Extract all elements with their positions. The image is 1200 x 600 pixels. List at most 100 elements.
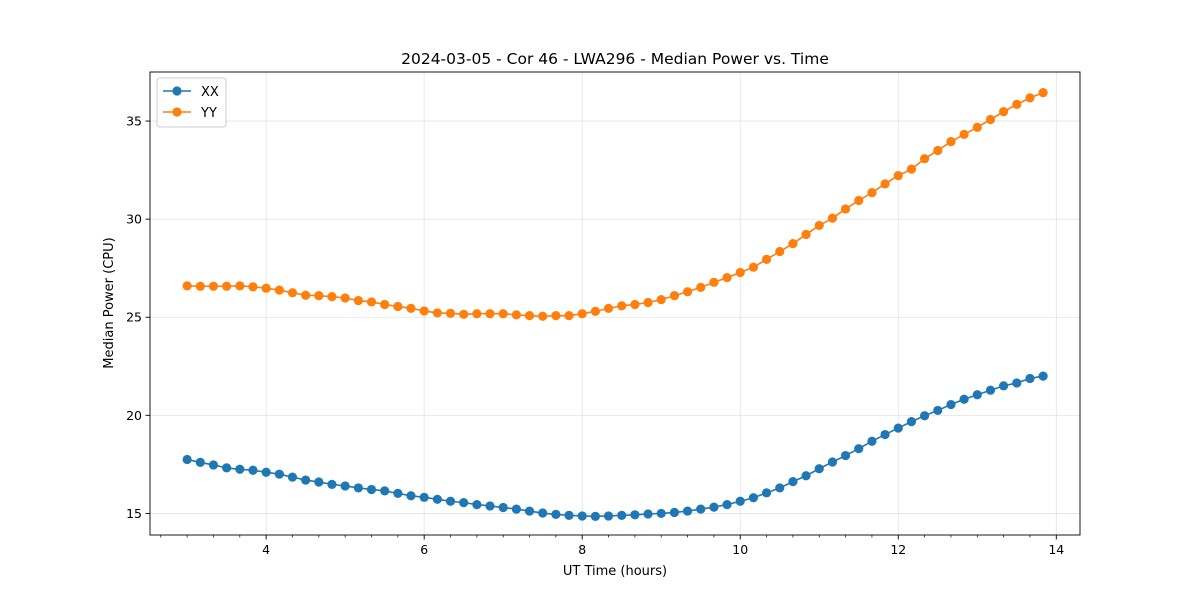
- legend-label-yy: YY: [200, 106, 217, 121]
- data-point-yy: [709, 277, 719, 287]
- data-point-yy: [524, 311, 535, 321]
- x-tick-label: 14: [1048, 542, 1064, 557]
- data-point-xx: [406, 491, 416, 501]
- data-point-yy: [538, 311, 548, 321]
- legend-marker-yy: [172, 107, 182, 117]
- data-point-yy: [472, 309, 482, 319]
- x-tick-label: 10: [732, 542, 748, 557]
- data-point-yy: [577, 309, 587, 319]
- data-point-yy: [919, 154, 930, 164]
- data-point-yy: [1025, 93, 1035, 103]
- y-tick-label: 35: [126, 114, 142, 129]
- data-point-xx: [998, 381, 1009, 391]
- data-point-xx: [1025, 373, 1035, 384]
- chart-title: 2024-03-05 - Cor 46 - LWA296 - Median Po…: [401, 50, 829, 68]
- data-point-xx: [301, 475, 311, 485]
- data-point-yy: [1038, 88, 1048, 98]
- data-point-yy: [274, 285, 284, 295]
- data-point-yy: [393, 301, 403, 312]
- data-point-yy: [630, 299, 640, 310]
- data-point-xx: [577, 511, 587, 521]
- data-point-yy: [380, 299, 390, 310]
- x-tick-label: 8: [578, 542, 586, 557]
- data-point-xx: [709, 502, 719, 512]
- y-axis-label: Median Power (CPU): [102, 237, 117, 368]
- data-point-xx: [722, 499, 732, 510]
- data-point-xx: [590, 511, 601, 521]
- data-point-yy: [222, 281, 232, 291]
- y-tick-label: 30: [126, 212, 142, 227]
- data-point-xx: [933, 405, 943, 416]
- data-point-yy: [893, 170, 903, 181]
- x-tick-label: 6: [420, 542, 428, 557]
- data-point-xx: [432, 494, 442, 504]
- data-point-yy: [617, 301, 627, 311]
- series-layer: [182, 88, 1048, 521]
- data-point-xx: [906, 417, 917, 427]
- data-point-xx: [696, 504, 706, 514]
- data-point-xx: [261, 467, 271, 477]
- data-point-yy: [696, 282, 706, 293]
- data-point-yy: [564, 311, 574, 321]
- data-point-xx: [880, 429, 890, 440]
- data-point-xx: [814, 464, 824, 474]
- data-point-yy: [933, 145, 943, 156]
- data-point-xx: [222, 463, 232, 473]
- data-point-yy: [327, 292, 337, 302]
- data-point-xx: [1038, 371, 1048, 381]
- data-point-yy: [432, 308, 442, 318]
- data-point-xx: [919, 411, 930, 421]
- data-point-xx: [340, 481, 350, 491]
- data-point-yy: [261, 283, 271, 293]
- data-point-yy: [182, 281, 192, 291]
- data-point-yy: [445, 308, 456, 318]
- data-point-xx: [854, 444, 864, 454]
- data-point-yy: [511, 310, 521, 320]
- plot-frame: [149, 71, 1081, 536]
- data-point-xx: [735, 496, 745, 506]
- data-point-yy: [814, 220, 824, 231]
- data-point-xx: [235, 464, 245, 474]
- data-point-xx: [985, 385, 996, 395]
- data-point-yy: [340, 293, 350, 303]
- data-point-xx: [459, 498, 469, 508]
- data-point-xx: [840, 450, 851, 461]
- series-xx: [182, 371, 1048, 521]
- data-point-yy: [840, 204, 851, 214]
- axis-ticks: 4 6 8 10 12 14 15 20 25 30 35: [126, 114, 1064, 557]
- series-yy: [182, 88, 1048, 321]
- data-point-yy: [748, 262, 759, 272]
- data-point-xx: [182, 454, 192, 465]
- data-point-xx: [248, 465, 258, 475]
- data-point-yy: [235, 281, 245, 291]
- legend-label-xx: XX: [201, 85, 219, 100]
- data-point-yy: [603, 303, 614, 313]
- data-point-xx: [761, 488, 772, 498]
- data-point-yy: [722, 273, 732, 283]
- data-point-xx: [959, 394, 969, 404]
- data-point-xx: [801, 471, 811, 481]
- data-point-xx: [524, 506, 535, 516]
- data-point-xx: [538, 508, 548, 518]
- data-point-yy: [998, 107, 1009, 117]
- data-point-xx: [419, 492, 429, 502]
- data-point-yy: [669, 291, 680, 301]
- y-tick-label: 25: [126, 310, 142, 325]
- data-point-yy: [301, 290, 311, 300]
- data-point-yy: [406, 303, 416, 313]
- data-point-yy: [656, 294, 666, 305]
- data-point-xx: [656, 508, 666, 519]
- data-point-xx: [472, 499, 482, 510]
- data-point-xx: [393, 488, 403, 499]
- y-tick-label: 20: [126, 408, 142, 423]
- data-point-xx: [1012, 378, 1022, 388]
- data-point-yy: [419, 306, 429, 316]
- legend: XX YY: [156, 77, 227, 128]
- data-point-xx: [669, 507, 680, 518]
- data-point-xx: [972, 390, 982, 400]
- data-point-xx: [630, 510, 640, 520]
- data-point-yy: [590, 306, 601, 316]
- data-point-xx: [551, 509, 561, 519]
- data-point-yy: [208, 281, 219, 291]
